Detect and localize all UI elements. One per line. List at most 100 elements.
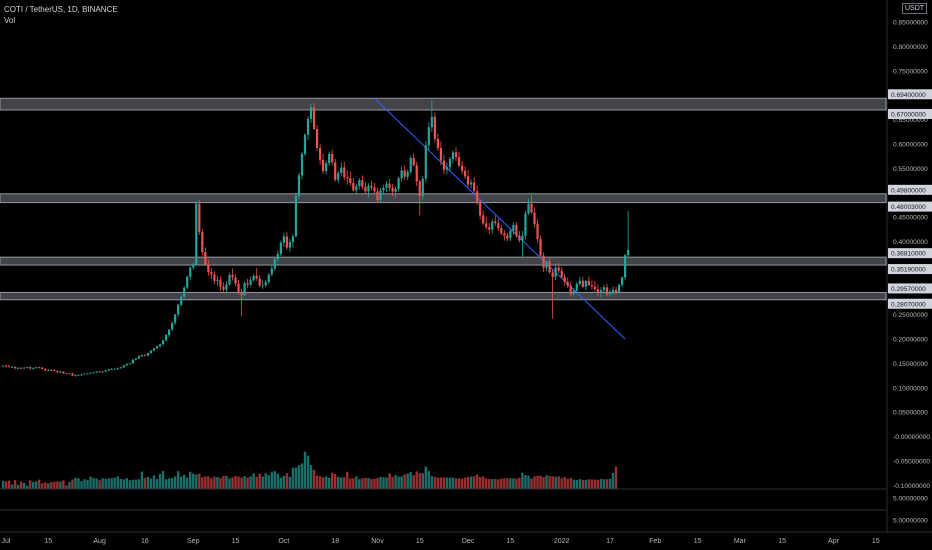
candle (158, 343, 162, 348)
volume-bar (303, 451, 307, 489)
candle (192, 262, 195, 270)
price-tick-label: 0.85000000 (893, 20, 928, 27)
candle (331, 149, 334, 166)
candle (503, 230, 506, 241)
volume-bar (219, 477, 222, 489)
candle (300, 151, 304, 180)
candle (584, 280, 587, 291)
volume-bar (506, 478, 509, 489)
volume-bar (418, 473, 421, 489)
volume-bar (86, 480, 89, 489)
volume-bar (424, 466, 427, 489)
candle (593, 280, 597, 292)
volume-bar (503, 478, 506, 489)
candle (234, 273, 237, 287)
candle-body (237, 283, 240, 294)
descending-trendline[interactable] (374, 97, 626, 340)
volume-bar (605, 479, 609, 489)
candle-body (113, 368, 116, 370)
candle (59, 370, 62, 373)
candle (276, 250, 279, 262)
volume-bar (584, 479, 588, 489)
candle (358, 178, 361, 190)
candle-body (149, 350, 153, 353)
candle (482, 210, 485, 226)
volume-bar (324, 476, 328, 489)
volume-bar (343, 477, 346, 489)
volume-bar (267, 475, 270, 489)
candle (611, 286, 615, 295)
price-axis[interactable]: 0.85000000 0.80000000 0.75000000 0.65000000… (893, 20, 930, 525)
candle-body (479, 201, 482, 216)
candle-body (288, 241, 291, 248)
candle (243, 281, 246, 297)
candle (161, 339, 165, 346)
candle-body (584, 280, 587, 287)
volume-bar (216, 476, 219, 489)
candle (328, 151, 331, 167)
candle-body (334, 162, 337, 180)
candle (515, 221, 518, 238)
candle (137, 355, 140, 359)
candle (89, 372, 92, 374)
candle-body (168, 329, 171, 336)
candle (445, 162, 449, 175)
candle (285, 232, 288, 250)
symbol-title[interactable]: COTI / TetherUS, 1D, BINANCE (4, 5, 118, 14)
trendline-layer[interactable] (374, 97, 626, 340)
zone-top-label: 0.69400000 (891, 92, 926, 99)
candle (41, 366, 44, 370)
volume-bar (92, 477, 95, 489)
candle-body (95, 371, 98, 373)
candle (554, 263, 557, 281)
candle-body (409, 158, 412, 172)
volume-legend[interactable]: Vol (4, 16, 16, 25)
time-axis[interactable]: Jul 15 Aug 16 Sep 15 Oct 18 Nov 15 Dec 15 2022 17 Feb 1… (2, 538, 880, 545)
candle-body (521, 235, 524, 241)
candle (545, 259, 548, 272)
zone-band-2[interactable] (0, 193, 887, 204)
volume-bar (581, 479, 585, 489)
candle (23, 367, 26, 369)
candle (542, 252, 545, 272)
volume-bar (62, 480, 65, 489)
volume-bar (614, 466, 618, 489)
volume-bar (255, 476, 258, 489)
candle-body (593, 286, 597, 290)
support-resistance-zones[interactable] (0, 97, 887, 301)
candle (65, 372, 68, 375)
candle (195, 200, 198, 266)
volume-bar (448, 477, 452, 489)
candle-body (611, 289, 615, 294)
candle (370, 181, 373, 191)
candle (373, 183, 376, 194)
candle (376, 187, 379, 204)
zone-band-3[interactable] (0, 256, 887, 266)
volume-bar (140, 471, 144, 489)
candle-body (107, 369, 110, 371)
candle-body (255, 275, 258, 279)
zone-band-1[interactable] (0, 97, 887, 111)
candle (379, 187, 382, 203)
candle-body (355, 186, 358, 191)
volume-bar (74, 477, 77, 489)
volume-bar (282, 475, 286, 489)
volume-bar (38, 479, 41, 489)
candle (125, 363, 128, 367)
candle-body (10, 367, 14, 368)
candle (412, 153, 415, 167)
zone-top-label: 0.49800000 (891, 187, 926, 194)
candle-body (415, 165, 418, 182)
volume-bar (542, 477, 545, 489)
volume-bar (527, 475, 530, 489)
candle-body (231, 274, 234, 278)
volume-bar (246, 477, 249, 489)
volume-bar (83, 479, 86, 489)
candle-body (155, 346, 159, 349)
zone-band-4[interactable] (0, 291, 887, 301)
currency-label[interactable]: USDT (902, 3, 928, 14)
candle-body (494, 221, 497, 224)
candle (533, 207, 536, 228)
candle (53, 369, 56, 372)
